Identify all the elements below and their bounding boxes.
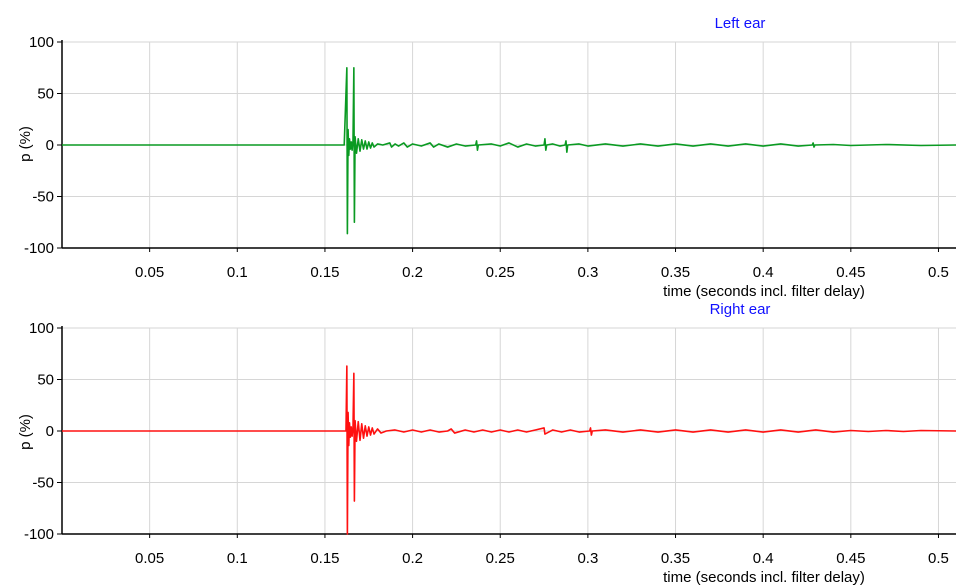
- right-ear-x-tick-label: 0.35: [661, 550, 690, 567]
- right-ear-x-tick-label: 0.15: [310, 550, 339, 567]
- right-ear-y-tick-label: -50: [32, 475, 54, 492]
- right-ear-x-tick-label: 0.5: [928, 550, 949, 567]
- left-ear-panel: Left ear p (%) time (seconds incl. filte…: [17, 15, 956, 300]
- left-ear-x-tick-label: 0.05: [135, 264, 164, 281]
- right-ear-y-tick-label: 50: [37, 372, 54, 389]
- right-ear-x-tick-label: 0.1: [227, 550, 248, 567]
- right-ear-x-tick-label: 0.3: [577, 550, 598, 567]
- left-ear-x-tick-label: 0.2: [402, 264, 423, 281]
- left-ear-x-tick-label: 0.45: [836, 264, 865, 281]
- left-ear-y-tick-label: 50: [37, 86, 54, 103]
- left-ear-y-axis-label: p (%): [17, 126, 34, 162]
- left-ear-x-tick-label: 0.15: [310, 264, 339, 281]
- left-ear-x-tick-label: 0.1: [227, 264, 248, 281]
- left-ear-y-tick-label: -50: [32, 189, 54, 206]
- left-ear-x-tick-label: 0.4: [753, 264, 774, 281]
- right-ear-x-tick-label: 0.4: [753, 550, 774, 567]
- left-ear-title: Left ear: [715, 15, 766, 32]
- left-ear-x-tick-label: 0.5: [928, 264, 949, 281]
- right-ear-x-tick-label: 0.2: [402, 550, 423, 567]
- left-ear-x-axis-label: time (seconds incl. filter delay): [663, 283, 865, 300]
- right-ear-y-axis-label: p (%): [17, 414, 34, 450]
- left-ear-y-tick-label: -100: [24, 240, 54, 257]
- right-ear-x-axis-label: time (seconds incl. filter delay): [663, 569, 865, 586]
- left-ear-x-tick-label: 0.35: [661, 264, 690, 281]
- right-ear-panel: Right ear p (%) time (seconds incl. filt…: [17, 301, 956, 586]
- right-ear-signal-line: [62, 365, 956, 535]
- right-ear-y-tick-label: 100: [29, 320, 54, 337]
- right-ear-y-tick-label: -100: [24, 526, 54, 543]
- right-ear-x-tick-label: 0.05: [135, 550, 164, 567]
- right-ear-x-tick-label: 0.45: [836, 550, 865, 567]
- left-ear-x-tick-label: 0.25: [486, 264, 515, 281]
- left-ear-x-tick-label: 0.3: [577, 264, 598, 281]
- left-ear-signal-line: [62, 66, 956, 235]
- right-ear-y-tick-label: 0: [46, 423, 54, 440]
- right-ear-x-tick-label: 0.25: [486, 550, 515, 567]
- left-ear-y-tick-label: 0: [46, 137, 54, 154]
- left-ear-y-tick-label: 100: [29, 34, 54, 51]
- right-ear-title: Right ear: [710, 301, 771, 318]
